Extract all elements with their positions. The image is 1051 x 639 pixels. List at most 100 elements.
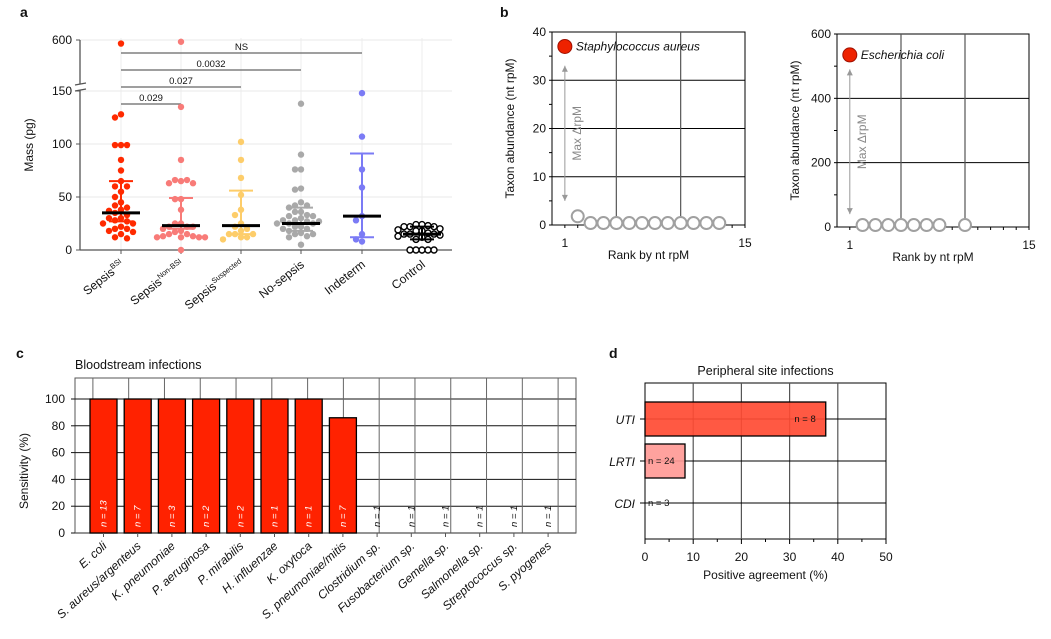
data-point (123, 183, 131, 190)
y-axis-label: Taxon abundance (nt rpM) (503, 58, 517, 198)
category-superscript: Non-BSI (155, 257, 183, 282)
data-point (297, 185, 305, 192)
y-tick-label: 0 (58, 526, 65, 540)
data-point (111, 183, 119, 190)
y-tick-label: 100 (52, 137, 72, 151)
data-point (159, 225, 167, 232)
n-label: n = 1 (543, 506, 554, 527)
taxon-point (647, 216, 662, 231)
data-point (394, 232, 402, 240)
data-point (412, 246, 420, 254)
data-point (177, 38, 185, 45)
arrow-head-up (846, 69, 853, 76)
x-axis-label: Positive agreement (%) (703, 568, 828, 582)
data-point (177, 103, 185, 111)
panel-c-bar-chart: Bloodstream infections 0 20 40 60 80 100 Sensit… (17, 358, 577, 622)
taxon-point (919, 218, 934, 233)
x-tick-label: 50 (879, 550, 893, 564)
y-tick-label: 40 (533, 25, 547, 39)
arrow-head-down (561, 194, 568, 201)
comparison-p-value: 0.0032 (196, 59, 225, 70)
data-point (165, 180, 173, 187)
y-tick-label: 0 (539, 218, 546, 232)
category-name: Indeterm (322, 257, 368, 297)
taxon-point (868, 218, 883, 233)
data-point (171, 195, 179, 203)
panel-label-b: b (500, 4, 509, 20)
taxon-point (686, 216, 701, 231)
n-label: n = 1 (372, 506, 383, 527)
y-tick-label: 20 (533, 122, 547, 136)
bar (226, 398, 255, 534)
data-point (171, 176, 179, 184)
data-point (123, 204, 131, 211)
data-point (111, 114, 119, 121)
taxon-point (570, 209, 585, 224)
taxon-point (596, 216, 611, 231)
taxon-point (712, 216, 727, 231)
x-tick-label: Indeterm (322, 257, 368, 297)
taxon-point (932, 218, 947, 233)
comparison-p-value: 0.029 (139, 93, 163, 104)
x-axis-label: Rank by nt rpM (608, 248, 689, 262)
data-point (177, 156, 185, 164)
panel-b-left-rank-plot: 0 10 20 30 40 1 15 Rank by nt rpM Taxon abundanc… (503, 25, 752, 262)
data-point (291, 230, 299, 238)
y-tick-label: 600 (52, 33, 72, 47)
data-point (171, 228, 179, 236)
data-point (303, 233, 311, 240)
max-delta-label: Max ΔrpM (570, 106, 584, 161)
n-label: n = 8 (794, 414, 815, 425)
x-tick-label: 0 (642, 550, 649, 564)
data-point (309, 212, 317, 220)
data-point (177, 246, 185, 254)
data-point (291, 217, 299, 224)
y-tick-label: 400 (811, 91, 831, 105)
data-point (111, 193, 119, 201)
x-tick-label: 10 (687, 550, 701, 564)
data-point (123, 225, 131, 232)
top-taxon-label: Escherichia coli (861, 48, 945, 62)
data-point (424, 246, 432, 254)
taxon-point (635, 216, 650, 231)
comparison-p-value: 0.027 (169, 76, 193, 87)
bar (294, 398, 323, 534)
data-point (430, 246, 438, 254)
data-point (165, 230, 173, 238)
taxon-point (673, 216, 688, 231)
bar (328, 417, 358, 534)
n-label: n = 7 (133, 505, 144, 527)
y-tick-label: 100 (45, 392, 65, 406)
x-axis-label: Rank by nt rpM (892, 250, 973, 264)
data-point (105, 215, 113, 222)
arrow-head-up (561, 65, 568, 72)
data-point (352, 217, 360, 224)
data-point (99, 220, 107, 227)
n-label: n = 1 (270, 506, 281, 527)
data-point (297, 100, 305, 107)
y-tick-label: 600 (811, 27, 831, 41)
n-label: n = 1 (475, 506, 486, 527)
chart-title: Bloodstream infections (75, 358, 201, 372)
data-point (153, 234, 161, 241)
y-axis-label: Mass (pg) (22, 118, 36, 171)
data-point (111, 217, 119, 224)
bar (644, 443, 686, 479)
category-name: Control (389, 257, 428, 292)
data-point (123, 141, 131, 149)
data-point (189, 180, 197, 187)
taxon-point (894, 218, 908, 233)
x-tick-label: SepsisNon-BSI (127, 257, 187, 308)
n-label: n = 2 (235, 505, 246, 527)
x-tick-label: SepsisSuspected (181, 257, 247, 313)
data-point (105, 227, 113, 235)
data-point (291, 223, 299, 230)
y-axis-label: Sensitivity (%) (17, 433, 31, 509)
data-point (117, 230, 125, 238)
axis-break-mark (74, 82, 87, 86)
data-point (279, 217, 287, 224)
y-tick-label: UTI (616, 413, 636, 427)
data-point (177, 234, 185, 241)
y-tick-label: 40 (52, 472, 66, 486)
